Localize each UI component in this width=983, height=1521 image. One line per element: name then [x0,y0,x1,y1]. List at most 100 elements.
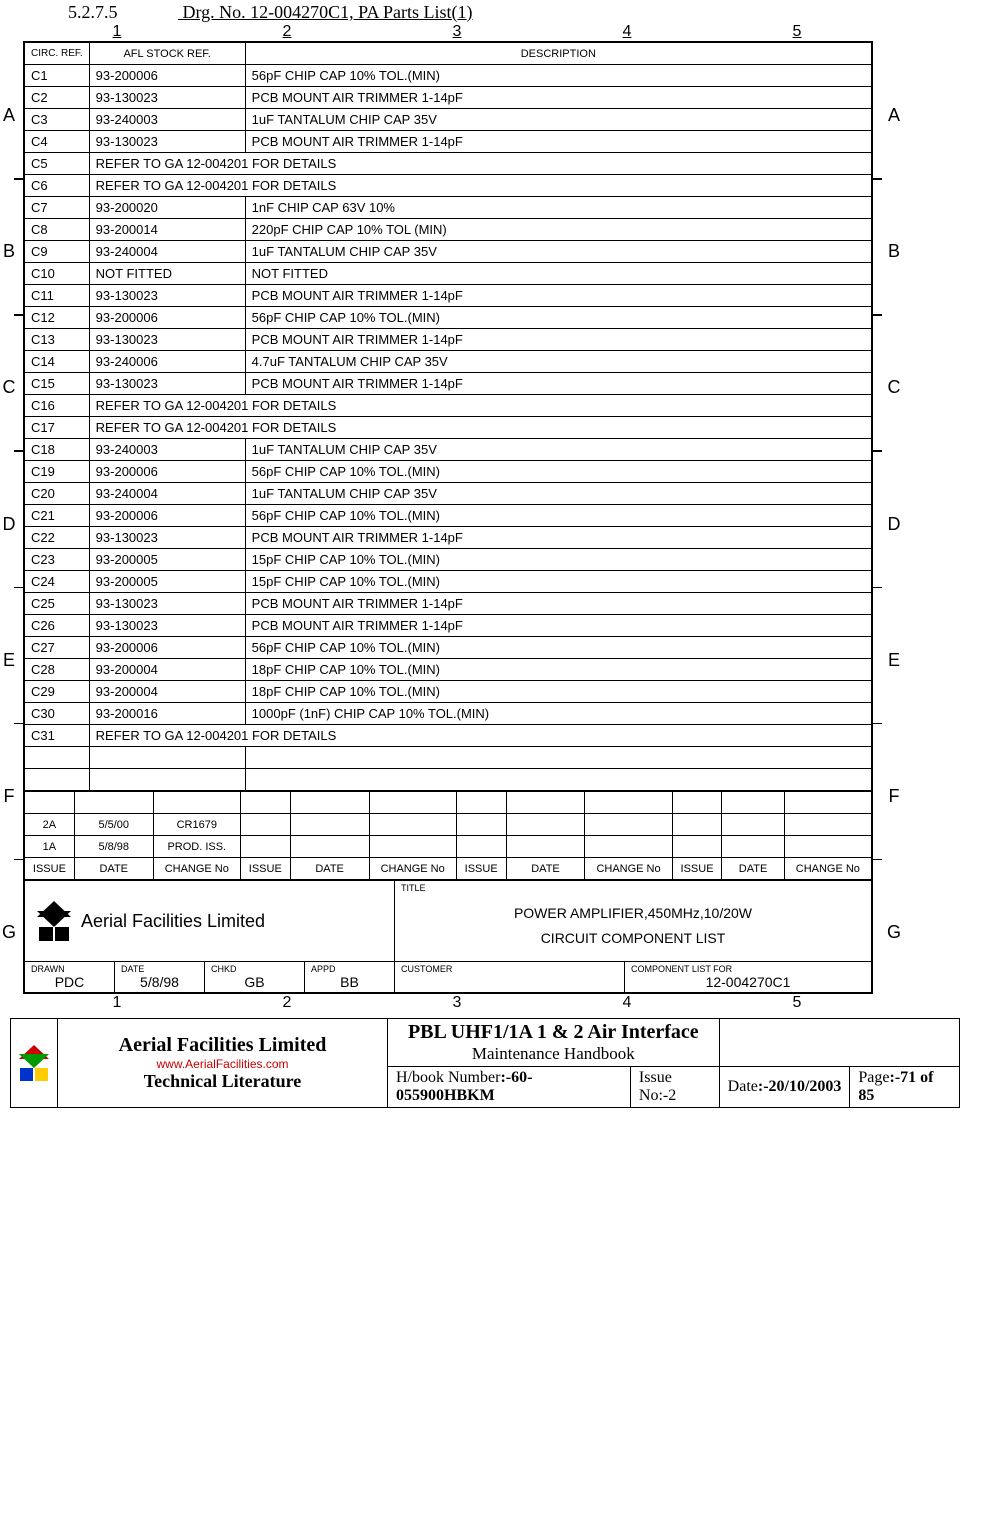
cell-circ: C15 [25,373,90,395]
cell-desc: 18pF CHIP CAP 10% TOL.(MIN) [245,659,871,681]
cell-circ: C3 [25,109,90,131]
parts-row: C2693-130023PCB MOUNT AIR TRIMMER 1-14pF [25,615,872,637]
cell-afl: 93-130023 [89,373,245,395]
parts-row [25,747,872,769]
date-label: DATE [121,964,198,974]
appd-val: BB [311,974,388,990]
zone-label-left: E [0,650,18,671]
cell-circ: C5 [25,153,90,175]
cell-circ: C29 [25,681,90,703]
footer-date-b: Date:-20/10/2003 [719,1067,850,1108]
cell-afl: 93-130023 [89,615,245,637]
cell-circ: C19 [25,461,90,483]
parts-row: C393-2400031uF TANTALUM CHIP CAP 35V [25,109,872,131]
chkd-label: CHKD [211,964,298,974]
issue-hdr-cell: ISSUE [456,858,506,880]
parts-row: C2493-20000515pF CHIP CAP 10% TOL.(MIN) [25,571,872,593]
cell-desc [245,747,871,769]
page: 5.2.7.5 Drg. No. 12-004270C1, PA Parts L… [0,0,983,1118]
issue-cell [784,836,871,858]
cell-afl: 93-200004 [89,681,245,703]
cell-circ: C9 [25,241,90,263]
issue-hdr-cell: DATE [290,858,369,880]
cell-circ: C25 [25,593,90,615]
parts-row: C893-200014220pF CHIP CAP 10% TOL (MIN) [25,219,872,241]
cell-afl: 93-240003 [89,109,245,131]
issue-cell [585,836,672,858]
title-label: TITLE [401,883,865,893]
colnum: 2 [202,994,372,1012]
appd-cell: APPD BB [305,962,395,993]
issue-hdr-cell: CHANGE No [585,858,672,880]
section-text: Drg. No. 12-004270C1, PA Parts List(1) [183,2,473,22]
footer-brand-2: www.AerialFacilities.com [66,1057,379,1071]
cell-desc: 220pF CHIP CAP 10% TOL (MIN) [245,219,871,241]
parts-row: C2193-20000656pF CHIP CAP 10% TOL.(MIN) [25,505,872,527]
cell-circ: C4 [25,131,90,153]
cell-afl: 93-130023 [89,131,245,153]
issue-cell [290,836,369,858]
issue-cell [369,792,456,814]
issue-hdr-cell: DATE [722,858,784,880]
issue-cell [722,814,784,836]
hdr-circ: CIRC. REF. [25,43,90,65]
cell-desc: PCB MOUNT AIR TRIMMER 1-14pF [245,373,871,395]
issue-cell [456,814,506,836]
cell-desc: 1000pF (1nF) CHIP CAP 10% TOL.(MIN) [245,703,871,725]
cell-desc: PCB MOUNT AIR TRIMMER 1-14pF [245,615,871,637]
cell-afl [89,769,245,791]
footer-hbook: H/book Number:-60-055900HBKM [388,1067,631,1108]
cell-afl: 93-130023 [89,87,245,109]
parts-row: C1593-130023PCB MOUNT AIR TRIMMER 1-14pF [25,373,872,395]
cell-circ: C1 [25,65,90,87]
parts-row: C31REFER TO GA 12-004201 FOR DETAILS [25,725,872,747]
cell-afl [89,747,245,769]
issue-hdr-cell: CHANGE No [784,858,871,880]
parts-row: C5REFER TO GA 12-004201 FOR DETAILS [25,153,872,175]
cell-circ: C18 [25,439,90,461]
parts-row: C3093-2000161000pF (1nF) CHIP CAP 10% TO… [25,703,872,725]
issue-cell [369,836,456,858]
footer-issue-b: Issue No:-2 [630,1067,719,1108]
issue-cell [672,814,722,836]
footer-brand-3: Technical Literature [66,1071,379,1092]
parts-row: C493-130023PCB MOUNT AIR TRIMMER 1-14pF [25,131,872,153]
cell-desc: 15pF CHIP CAP 10% TOL.(MIN) [245,571,871,593]
cell-desc: PCB MOUNT AIR TRIMMER 1-14pF [245,329,871,351]
cell-desc: PCB MOUNT AIR TRIMMER 1-14pF [245,593,871,615]
cell-circ: C31 [25,725,90,747]
cell-afl: 93-130023 [89,285,245,307]
cell-circ: C21 [25,505,90,527]
parts-row: C793-2000201nF CHIP CAP 63V 10% [25,197,872,219]
issue-cell [290,792,369,814]
parts-header-row: CIRC. REF. AFL STOCK REF. DESCRIPTION [25,43,872,65]
cell-circ: C14 [25,351,90,373]
issue-cell [506,792,585,814]
parts-row: C1493-2400064.7uF TANTALUM CHIP CAP 35V [25,351,872,373]
zone-label-right: B [885,241,903,262]
cell-circ: C8 [25,219,90,241]
issue-block: 2A5/5/00CR16791A5/8/98PROD. ISS. ISSUEDA… [24,791,872,880]
zone-label-right: D [885,514,903,535]
cell-circ [25,747,90,769]
issue-cell [784,792,871,814]
parts-table: CIRC. REF. AFL STOCK REF. DESCRIPTION C1… [24,42,872,791]
footer-logo-icon [19,1045,49,1081]
cell-desc: PCB MOUNT AIR TRIMMER 1-14pF [245,527,871,549]
issue-cell [25,792,75,814]
issue-cell [672,792,722,814]
issue-hdr-cell: ISSUE [240,858,290,880]
title-line-1: POWER AMPLIFIER,450MHz,10/20W [405,901,861,926]
cell-desc: PCB MOUNT AIR TRIMMER 1-14pF [245,87,871,109]
issue-cell [240,792,290,814]
zone-label-right: A [885,105,903,126]
footer-title-1: PBL UHF1/1A 1 & 2 Air Interface [396,1021,711,1044]
cell-desc: PCB MOUNT AIR TRIMMER 1-14pF [245,285,871,307]
cell-afl: 93-200020 [89,197,245,219]
issue-cell: 5/8/98 [74,836,153,858]
cell-desc: 1nF CHIP CAP 63V 10% [245,197,871,219]
issue-hdr-cell: CHANGE No [369,858,456,880]
cell-desc: 15pF CHIP CAP 10% TOL.(MIN) [245,549,871,571]
colnum: 2 [202,23,372,41]
parts-row: C193-20000656pF CHIP CAP 10% TOL.(MIN) [25,65,872,87]
